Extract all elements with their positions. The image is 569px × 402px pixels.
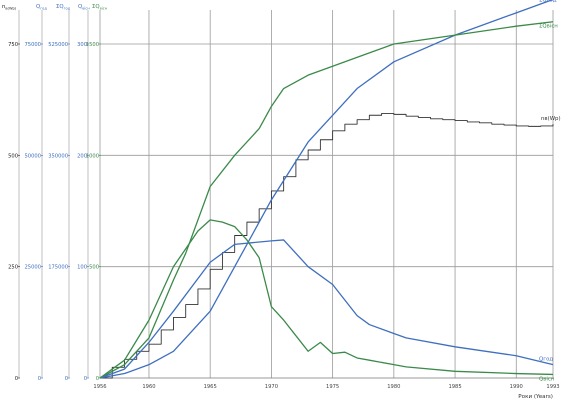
series-line-4: [99, 219, 554, 379]
x-tick-label: 1975: [326, 384, 339, 390]
x-tick-label: 1956: [93, 384, 106, 390]
x-tick-label: 1970: [265, 384, 278, 390]
axis-tick-label-2: 525000: [48, 42, 68, 48]
axis-tick-label-0: 500: [8, 153, 18, 159]
series-label-1: ΣQгод: [539, 0, 557, 3]
axis-tick-label-3: 0: [84, 376, 87, 382]
axis-title-3: Qвісн: [78, 4, 90, 11]
axis-tick-label-0: 250: [8, 265, 18, 271]
axis-title-4: ΣQвісн: [92, 4, 108, 11]
axis-tick-label-2: 350000: [48, 153, 68, 159]
axis-tick-label-1: 25000: [24, 265, 41, 271]
axis-tick-label-4: 0: [96, 376, 99, 382]
axis-tick-label-1: 0: [38, 376, 41, 382]
axis-tick-label-1: 75000: [24, 42, 41, 48]
axis-title-2: ΣQгод: [56, 4, 71, 11]
x-tick-label: 1985: [448, 384, 461, 390]
series-label-4: Qвісн: [539, 376, 555, 382]
x-tick-label: 1990: [510, 384, 523, 390]
axis-tick-label-4: 1000: [86, 153, 99, 159]
axis-tick-label-1: 50000: [24, 153, 41, 159]
series-line-1: [99, 0, 554, 379]
axis-tick-label-4: 1500: [86, 42, 99, 48]
series-line-0: [100, 113, 554, 379]
axis-tick-label-4: 500: [89, 265, 99, 271]
series-line-2: [99, 21, 554, 379]
series-line-3: [99, 239, 554, 379]
axis-tick-label-0: 750: [8, 42, 18, 48]
axis-tick-label-3: 300: [77, 42, 87, 48]
axis-title-0: nв(Wр): [2, 4, 17, 11]
axis-tick-label-2: 175000: [48, 265, 68, 271]
series-label-3: Qгод: [539, 357, 553, 363]
axis-tick-label-2: 0: [65, 376, 68, 382]
axis-tick-label-3: 100: [77, 265, 87, 271]
axis-title-1: Qгод: [36, 4, 47, 11]
axis-tick-label-0: 0: [15, 376, 18, 382]
series-label-2: ΣQвісн: [539, 24, 558, 30]
x-tick-label: 1993: [546, 384, 559, 390]
x-axis-label: Роки (Years): [518, 394, 553, 400]
x-tick-label: 1965: [204, 384, 217, 390]
axis-tick-label-3: 200: [77, 153, 87, 159]
series-label-0: nв(Wр): [541, 116, 561, 122]
x-tick-label: 1980: [387, 384, 400, 390]
x-tick-label: 1960: [142, 384, 155, 390]
